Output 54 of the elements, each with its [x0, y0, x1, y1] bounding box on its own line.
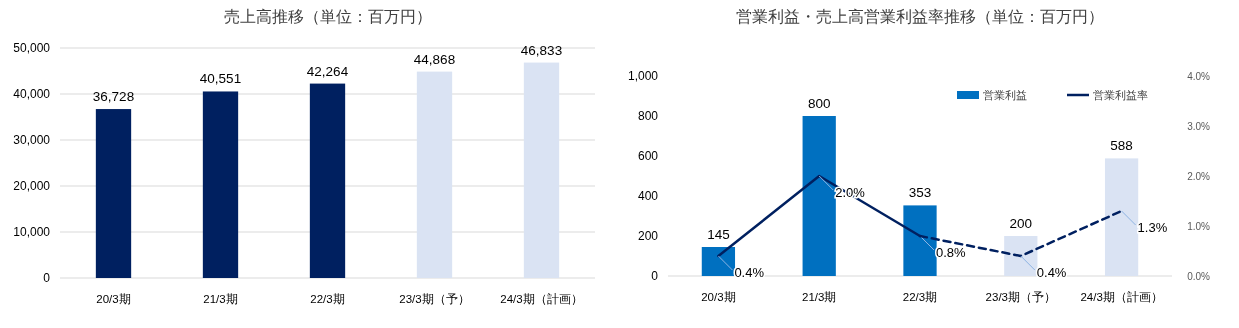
y-tick-label: 200 — [637, 229, 659, 243]
y-tick-label: 600 — [637, 149, 659, 163]
data-label: 588 — [1110, 138, 1133, 154]
bar — [903, 205, 937, 276]
bar — [416, 71, 453, 278]
data-label: 1.3% — [1137, 220, 1168, 235]
legend-label: 営業利益率 — [1093, 89, 1148, 101]
bar — [202, 91, 239, 278]
y2-tick-label: 1.0% — [1187, 221, 1211, 232]
legend-label: 営業利益 — [983, 89, 1027, 101]
bar — [1104, 158, 1139, 276]
chart-title: 売上高推移（単位：百万円） — [223, 8, 432, 25]
data-label: 42,264 — [306, 63, 349, 79]
x-tick-label: 20/3期 — [701, 291, 736, 303]
data-label: 800 — [807, 96, 831, 111]
y-tick-label: 20,000 — [13, 179, 51, 193]
y-tick-label: 30,000 — [13, 133, 51, 147]
y-tick-label: 10,000 — [13, 225, 51, 239]
bar — [802, 116, 836, 276]
y-tick-label: 50,000 — [13, 41, 51, 55]
x-tick-label: 23/3期（予） — [985, 291, 1056, 304]
bar — [523, 62, 560, 278]
x-tick-label: 24/3期（計画） — [500, 292, 583, 306]
y-tick-label: 400 — [637, 189, 659, 203]
data-label: 44,868 — [413, 51, 456, 67]
x-tick-label: 21/3期 — [802, 291, 837, 303]
x-tick-label: 22/3期 — [310, 293, 345, 305]
y2-tick-label: 4.0% — [1187, 71, 1211, 82]
bar — [1004, 236, 1038, 276]
data-label: 145 — [707, 227, 730, 242]
chart-title: 営業利益・売上高営業利益率推移（単位：百万円） — [736, 8, 1104, 25]
x-tick-label: 21/3期 — [203, 293, 238, 305]
x-tick-label: 22/3期 — [902, 291, 938, 303]
data-label: 36,728 — [92, 89, 135, 105]
y2-tick-label: 3.0% — [1187, 121, 1211, 132]
y2-tick-label: 2.0% — [1187, 171, 1211, 182]
x-tick-label: 24/3期（計画） — [1080, 290, 1163, 304]
data-label: 46,833 — [520, 42, 563, 58]
bar — [701, 247, 736, 276]
y-tick-label: 800 — [637, 109, 659, 123]
data-label: 0.4% — [734, 265, 765, 280]
x-tick-label: 23/3期（予） — [399, 293, 470, 306]
y2-tick-label: 0.0% — [1187, 271, 1211, 282]
data-label: 353 — [908, 185, 932, 201]
data-label: 0.4% — [1036, 265, 1067, 280]
data-label: 40,551 — [199, 71, 242, 87]
y-tick-label: 40,000 — [13, 87, 51, 101]
y-tick-label: 1,000 — [627, 69, 659, 83]
y-tick-label: 0 — [43, 271, 51, 285]
data-label: 200 — [1009, 216, 1033, 231]
x-tick-label: 20/3期 — [96, 293, 131, 305]
y-tick-label: 0 — [651, 269, 659, 283]
bar — [309, 83, 346, 278]
bar — [95, 109, 132, 278]
